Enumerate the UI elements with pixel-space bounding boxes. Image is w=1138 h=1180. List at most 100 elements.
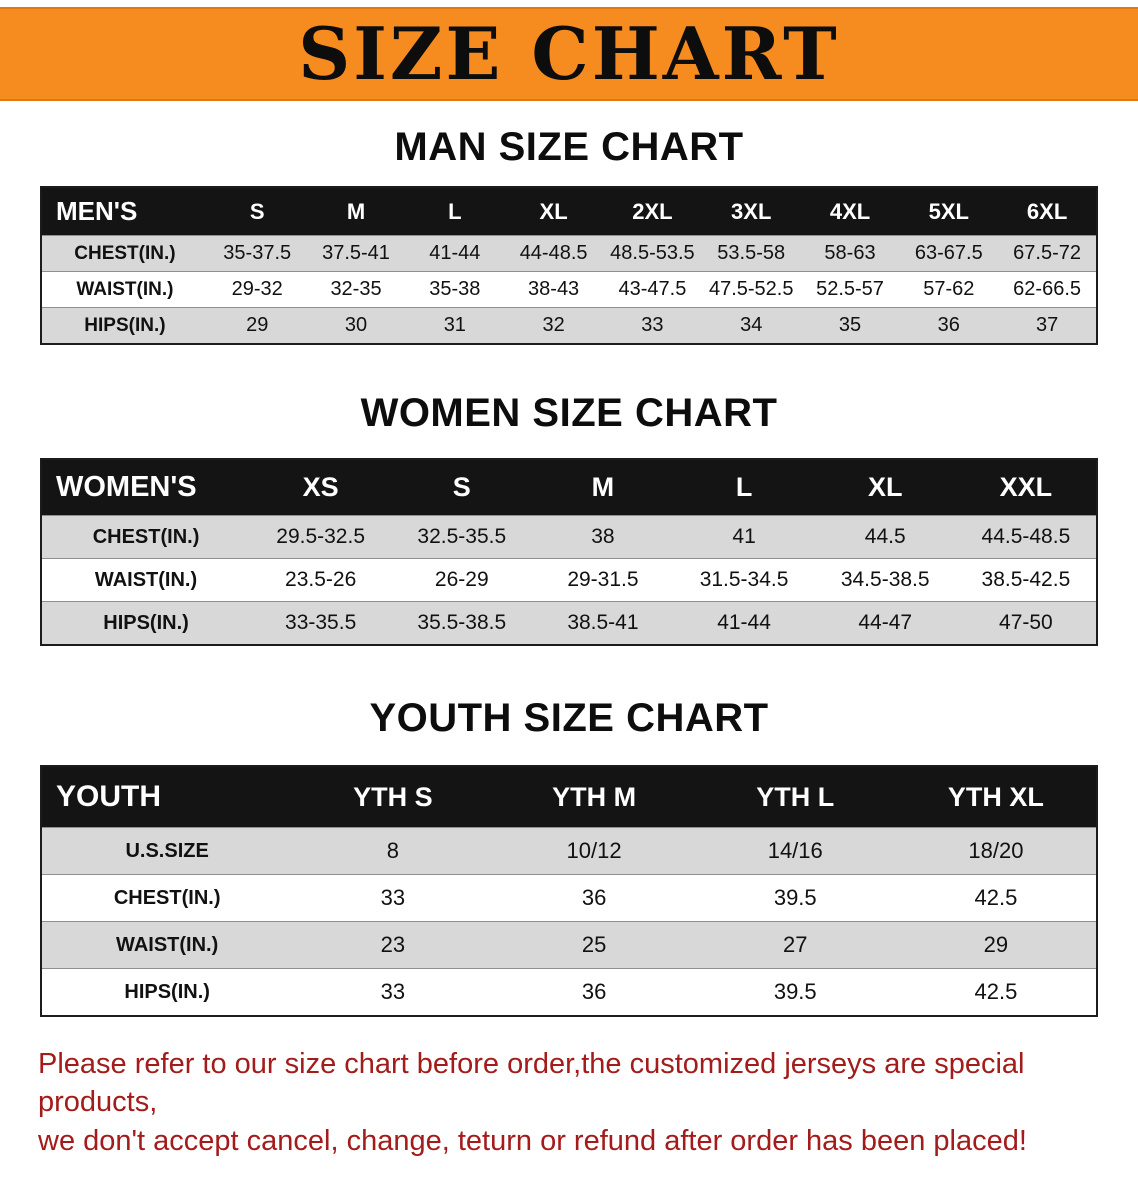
women-size-chart-section: WOMEN SIZE CHART WOMEN'S XS S M L XL XXL CHEST(I…: [0, 391, 1138, 646]
column-header: 4XL: [800, 187, 900, 236]
size-value: 29-32: [207, 271, 307, 308]
size-value: 35-37.5: [207, 235, 307, 272]
size-value: 26-29: [391, 558, 533, 602]
size-value: 33: [292, 968, 494, 1016]
size-value: 35.5-38.5: [391, 601, 533, 645]
table-row: HIPS(IN.) 33 36 39.5 42.5: [41, 968, 1097, 1016]
table-row: CHEST(IN.) 35-37.5 37.5-41 41-44 44-48.5 48.5…: [41, 235, 1097, 272]
women-size-chart-heading: WOMEN SIZE CHART: [360, 391, 778, 435]
table-row: HIPS(IN.) 29 30 31 32 33 34 35 36 37: [41, 307, 1097, 344]
row-label: CHEST(IN.): [41, 874, 293, 922]
column-header: YTH XL: [895, 766, 1097, 828]
row-label: WAIST(IN.): [41, 921, 293, 969]
notice-line-1: Please refer to our size chart before or…: [38, 1048, 1025, 1119]
column-header: M: [532, 459, 674, 516]
row-label: CHEST(IN.): [41, 235, 208, 272]
men-size-table: MEN'S S M L XL 2XL 3XL 4XL 5XL 6XL CHEST(IN.) 35-37…: [40, 186, 1098, 345]
banner: SIZE CHART: [0, 7, 1138, 101]
size-value: 37.5-41: [306, 235, 406, 272]
size-value: 53.5-58: [701, 235, 801, 272]
table-row: U.S.SIZE 8 10/12 14/16 18/20: [41, 827, 1097, 875]
row-label: WAIST(IN.): [41, 271, 208, 308]
table-row: WAIST(IN.) 29-32 32-35 35-38 38-43 43-47.5 47.…: [41, 271, 1097, 308]
size-value: 35: [800, 307, 900, 344]
footer-notice: Please refer to our size chart before or…: [0, 1045, 1138, 1160]
size-value: 36: [899, 307, 999, 344]
table-row: WAIST(IN.) 23.5-26 26-29 29-31.5 31.5-34.5 34…: [41, 558, 1097, 602]
row-label: CHEST(IN.): [41, 515, 251, 559]
size-value: 62-66.5: [998, 271, 1097, 308]
size-value: 32-35: [306, 271, 406, 308]
size-value: 38.5-41: [532, 601, 674, 645]
notice-line-2: we don't accept cancel, change, teturn o…: [38, 1124, 1027, 1157]
column-header: YTH L: [694, 766, 896, 828]
header-row: YOUTH YTH S YTH M YTH L YTH XL: [41, 766, 1097, 828]
size-value: 31: [405, 307, 505, 344]
size-value: 44-48.5: [504, 235, 604, 272]
size-value: 33-35.5: [250, 601, 392, 645]
column-header: 5XL: [899, 187, 999, 236]
row-label: HIPS(IN.): [41, 307, 208, 344]
size-value: 57-62: [899, 271, 999, 308]
column-header: MEN'S: [41, 187, 208, 236]
men-size-chart-section: MAN SIZE CHART MEN'S S M L XL 2XL 3XL 4XL 5XL 6XL C…: [0, 125, 1138, 345]
men-size-chart-heading: MAN SIZE CHART: [394, 125, 744, 169]
size-value: 30: [306, 307, 406, 344]
column-header: M: [306, 187, 406, 236]
size-value: 32: [504, 307, 604, 344]
size-value: 52.5-57: [800, 271, 900, 308]
size-value: 25: [493, 921, 695, 969]
header-row: WOMEN'S XS S M L XL XXL: [41, 459, 1097, 516]
size-value: 35-38: [405, 271, 505, 308]
size-value: 42.5: [895, 968, 1097, 1016]
size-value: 44-47: [814, 601, 956, 645]
youth-size-table: YOUTH YTH S YTH M YTH L YTH XL U.S.SIZE 8 10/12…: [40, 765, 1098, 1017]
column-header: 2XL: [603, 187, 702, 236]
size-value: 44.5-48.5: [955, 515, 1097, 559]
column-header: XXL: [955, 459, 1097, 516]
size-value: 39.5: [694, 968, 896, 1016]
column-header: 6XL: [998, 187, 1097, 236]
row-label: WAIST(IN.): [41, 558, 251, 602]
size-value: 48.5-53.5: [603, 235, 702, 272]
size-value: 39.5: [694, 874, 896, 922]
size-value: 38-43: [504, 271, 604, 308]
youth-size-chart-section: YOUTH SIZE CHART YOUTH YTH S YTH M YTH L YTH …: [0, 696, 1138, 1017]
size-value: 44.5: [814, 515, 956, 559]
table-row: WAIST(IN.) 23 25 27 29: [41, 921, 1097, 969]
row-label: U.S.SIZE: [41, 827, 293, 875]
size-value: 31.5-34.5: [673, 558, 815, 602]
size-value: 32.5-35.5: [391, 515, 533, 559]
size-chart-page: SIZE CHART MAN SIZE CHART MEN'S S M L XL 2XL 3X…: [0, 7, 1138, 1160]
table-row: CHEST(IN.) 29.5-32.5 32.5-35.5 38 41 44.5 44.5…: [41, 515, 1097, 559]
column-header: YOUTH: [41, 766, 293, 828]
column-header: XS: [250, 459, 392, 516]
size-value: 34: [701, 307, 801, 344]
table-row: HIPS(IN.) 33-35.5 35.5-38.5 38.5-41 41-44 44-…: [41, 601, 1097, 645]
column-header: WOMEN'S: [41, 459, 251, 516]
column-header: YTH S: [292, 766, 494, 828]
size-value: 29: [895, 921, 1097, 969]
size-value: 47.5-52.5: [701, 271, 801, 308]
page-title: SIZE CHART: [298, 11, 840, 96]
row-label: HIPS(IN.): [41, 968, 293, 1016]
size-value: 41-44: [673, 601, 815, 645]
size-value: 29.5-32.5: [250, 515, 392, 559]
size-value: 23.5-26: [250, 558, 392, 602]
size-value: 47-50: [955, 601, 1097, 645]
column-header: L: [405, 187, 505, 236]
women-size-table: WOMEN'S XS S M L XL XXL CHEST(IN.) 29.5-32.5 32.5…: [40, 458, 1098, 646]
size-value: 14/16: [694, 827, 896, 875]
size-value: 29-31.5: [532, 558, 674, 602]
column-header: L: [673, 459, 815, 516]
youth-size-chart-heading: YOUTH SIZE CHART: [369, 696, 769, 740]
column-header: S: [207, 187, 307, 236]
size-value: 42.5: [895, 874, 1097, 922]
size-value: 18/20: [895, 827, 1097, 875]
size-value: 27: [694, 921, 896, 969]
row-label: HIPS(IN.): [41, 601, 251, 645]
size-value: 43-47.5: [603, 271, 702, 308]
size-value: 38.5-42.5: [955, 558, 1097, 602]
header-row: MEN'S S M L XL 2XL 3XL 4XL 5XL 6XL: [41, 187, 1097, 236]
column-header: XL: [504, 187, 604, 236]
